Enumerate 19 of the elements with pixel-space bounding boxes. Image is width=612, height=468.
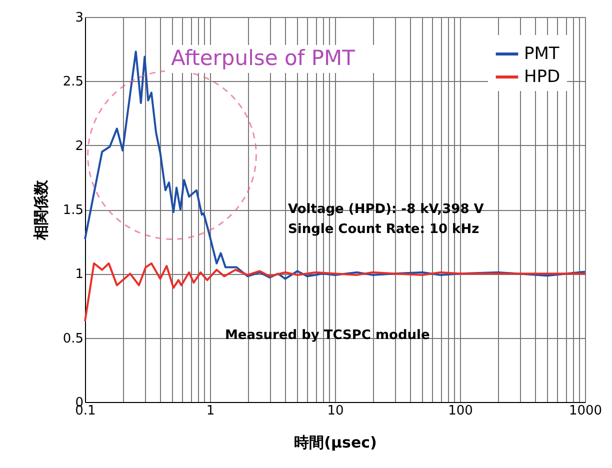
y-tick-label: 0.5: [62, 331, 84, 346]
legend-label: HPD: [524, 67, 560, 87]
x-tick-label: 0.1: [75, 404, 96, 418]
annotation: Afterpulse of PMT: [171, 46, 356, 70]
annotation: Voltage (HPD): -8 kV,398 V: [288, 202, 484, 217]
y-axis-title: 相関係数: [32, 179, 50, 241]
annotation: Measured by TCSPC module: [225, 328, 430, 343]
x-axis-title: 時間(μsec): [294, 434, 377, 452]
x-tick-label: 1000: [568, 404, 602, 418]
y-tick-label: 3: [75, 10, 84, 26]
y-tick-label: 1.5: [62, 203, 84, 218]
y-tick-label: 2.5: [62, 74, 84, 90]
y-tick-label: 1: [75, 267, 84, 282]
x-tick-label: 100: [448, 404, 473, 418]
annotation: Single Count Rate: 10 kHz: [288, 222, 480, 237]
x-tick-label: 1: [206, 404, 215, 418]
legend-label: PMT: [524, 44, 560, 64]
y-tick-label: 2: [75, 138, 84, 154]
x-tick-label: 10: [327, 404, 344, 418]
